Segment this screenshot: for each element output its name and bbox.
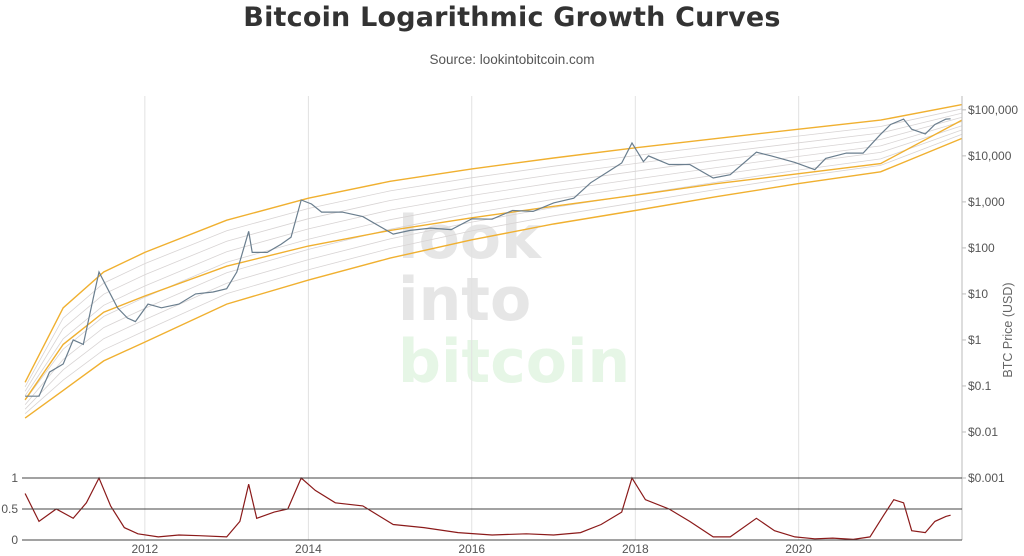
band-lower-curve (24, 137, 963, 419)
y-tick-label: $10 (968, 287, 988, 301)
oscillator-tick-label: 0.5 (1, 502, 18, 516)
x-tick-label: 2016 (458, 542, 485, 556)
band-inner-curve (24, 112, 963, 392)
y-tick-label: $10,000 (968, 149, 1012, 163)
band-inner-curve (24, 108, 963, 387)
oscillator-series (24, 476, 951, 541)
y-axis-title: BTC Price (USD) (1001, 282, 1015, 377)
y-tick-label: $0.001 (968, 471, 1005, 485)
watermark-into: into (398, 265, 531, 335)
y-tick-label: $1,000 (968, 195, 1005, 209)
band-middle-curve (24, 119, 963, 401)
x-tick-label: 2018 (622, 542, 649, 556)
band-inner-curve (24, 121, 963, 401)
band-upper-curve (24, 103, 963, 383)
watermark-look: look (398, 203, 543, 273)
price-line (25, 118, 951, 397)
growth-bands (24, 103, 963, 419)
y-tick-label: $100,000 (968, 103, 1018, 117)
band-inner-curve (24, 125, 963, 405)
band-inner-curve (24, 129, 963, 410)
band-inner-curve (24, 116, 963, 396)
price-series (25, 118, 951, 397)
x-tick-label: 2012 (131, 542, 158, 556)
x-tick-label: 2020 (785, 542, 812, 556)
y-tick-label: $1 (968, 333, 982, 347)
oscillator-tick-label: 0 (11, 533, 18, 547)
x-tick-label: 2014 (295, 542, 322, 556)
chart-title: Bitcoin Logarithmic Growth Curves (243, 2, 781, 33)
lookintobitcoin-watermark: look into bitcoin (398, 203, 630, 397)
y-tick-label: $100 (968, 241, 995, 255)
oscillator-line (24, 476, 951, 541)
y-tick-label: $0.1 (968, 379, 992, 393)
chart-subtitle: Source: lookintobitcoin.com (429, 52, 595, 67)
axes: 2012 2014 2016 2018 2020 $100,000 $10,000 $1,00… (1, 96, 1018, 556)
oscillator-tick-label: 1 (11, 471, 18, 485)
grid-lines (144, 96, 800, 540)
y-tick-label: $0.01 (968, 425, 998, 439)
band-inner-curve (24, 133, 963, 415)
watermark-bitcoin: bitcoin (398, 327, 630, 397)
